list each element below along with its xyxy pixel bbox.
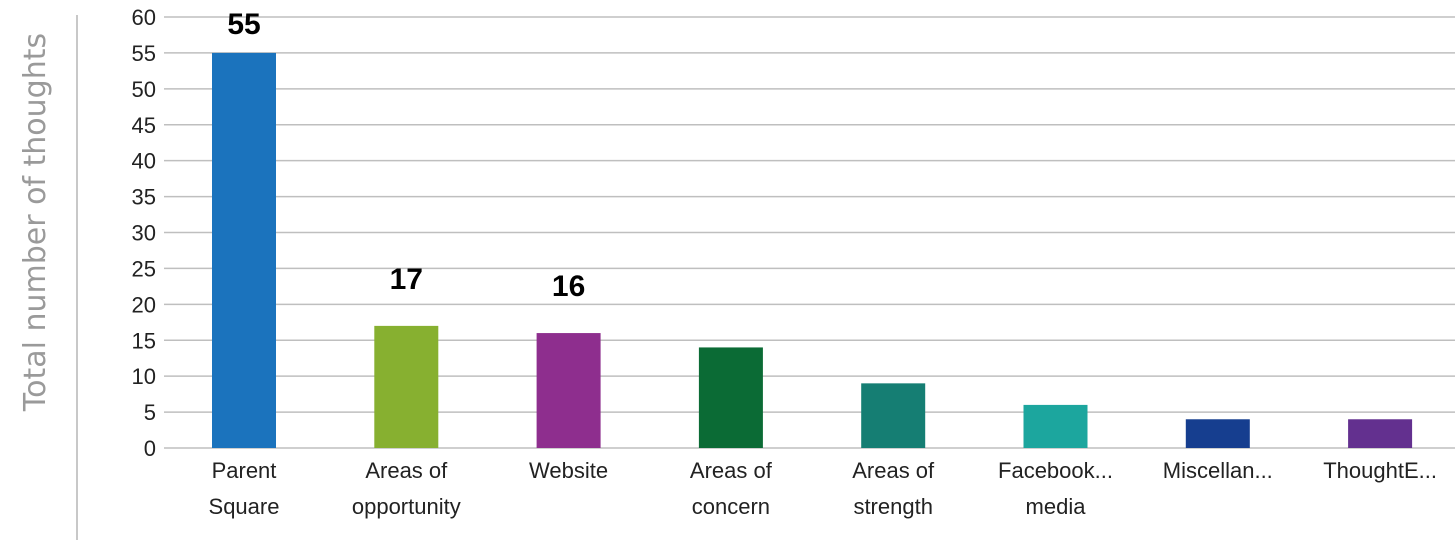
- y-tick-label: 50: [132, 77, 156, 102]
- y-tick-label: 40: [132, 149, 156, 174]
- x-tick-label: Website: [529, 458, 608, 483]
- data-label: 55: [227, 8, 260, 41]
- bar: [861, 383, 925, 448]
- x-tick-label: Miscellan...: [1163, 458, 1273, 483]
- y-tick-label: 15: [132, 328, 156, 353]
- y-tick-label: 5: [144, 400, 156, 425]
- bar: [374, 326, 438, 448]
- bar: [1024, 405, 1088, 448]
- y-tick-label: 25: [132, 256, 156, 281]
- x-tick-label: Facebook...: [998, 458, 1113, 483]
- data-label: 17: [390, 263, 423, 296]
- y-tick-label: 60: [132, 5, 156, 30]
- y-axis-ticks: 0 5 10 15 20 25 30 35 40 45 50 55 60: [132, 5, 156, 461]
- bars: [212, 53, 1412, 448]
- x-tick-label: opportunity: [352, 494, 461, 519]
- y-tick-label: 10: [132, 364, 156, 389]
- bar: [1186, 419, 1250, 448]
- y-axis-title: Total number of thoughts: [18, 33, 53, 412]
- x-tick-label: concern: [692, 494, 770, 519]
- x-tick-label: Parent: [212, 458, 277, 483]
- y-tick-label: 35: [132, 185, 156, 210]
- x-tick-label: Areas of: [365, 458, 448, 483]
- x-axis-ticks: Parent Square Areas of opportunity Website Ar…: [209, 458, 1437, 519]
- y-tick-label: 45: [132, 113, 156, 138]
- data-label: 16: [552, 270, 585, 303]
- x-tick-label: media: [1026, 494, 1087, 519]
- gridlines: [164, 17, 1455, 448]
- x-tick-label: ThoughtE...: [1323, 458, 1437, 483]
- bar: [699, 347, 763, 448]
- x-tick-label: Areas of: [852, 458, 935, 483]
- y-tick-label: 30: [132, 221, 156, 246]
- bar: [212, 53, 276, 448]
- y-tick-label: 20: [132, 292, 156, 317]
- x-tick-label: strength: [853, 494, 933, 519]
- bar: [537, 333, 601, 448]
- x-tick-label: Square: [209, 494, 280, 519]
- bar: [1348, 419, 1412, 448]
- y-tick-label: 55: [132, 41, 156, 66]
- y-tick-label: 0: [144, 436, 156, 461]
- x-tick-label: Areas of: [690, 458, 773, 483]
